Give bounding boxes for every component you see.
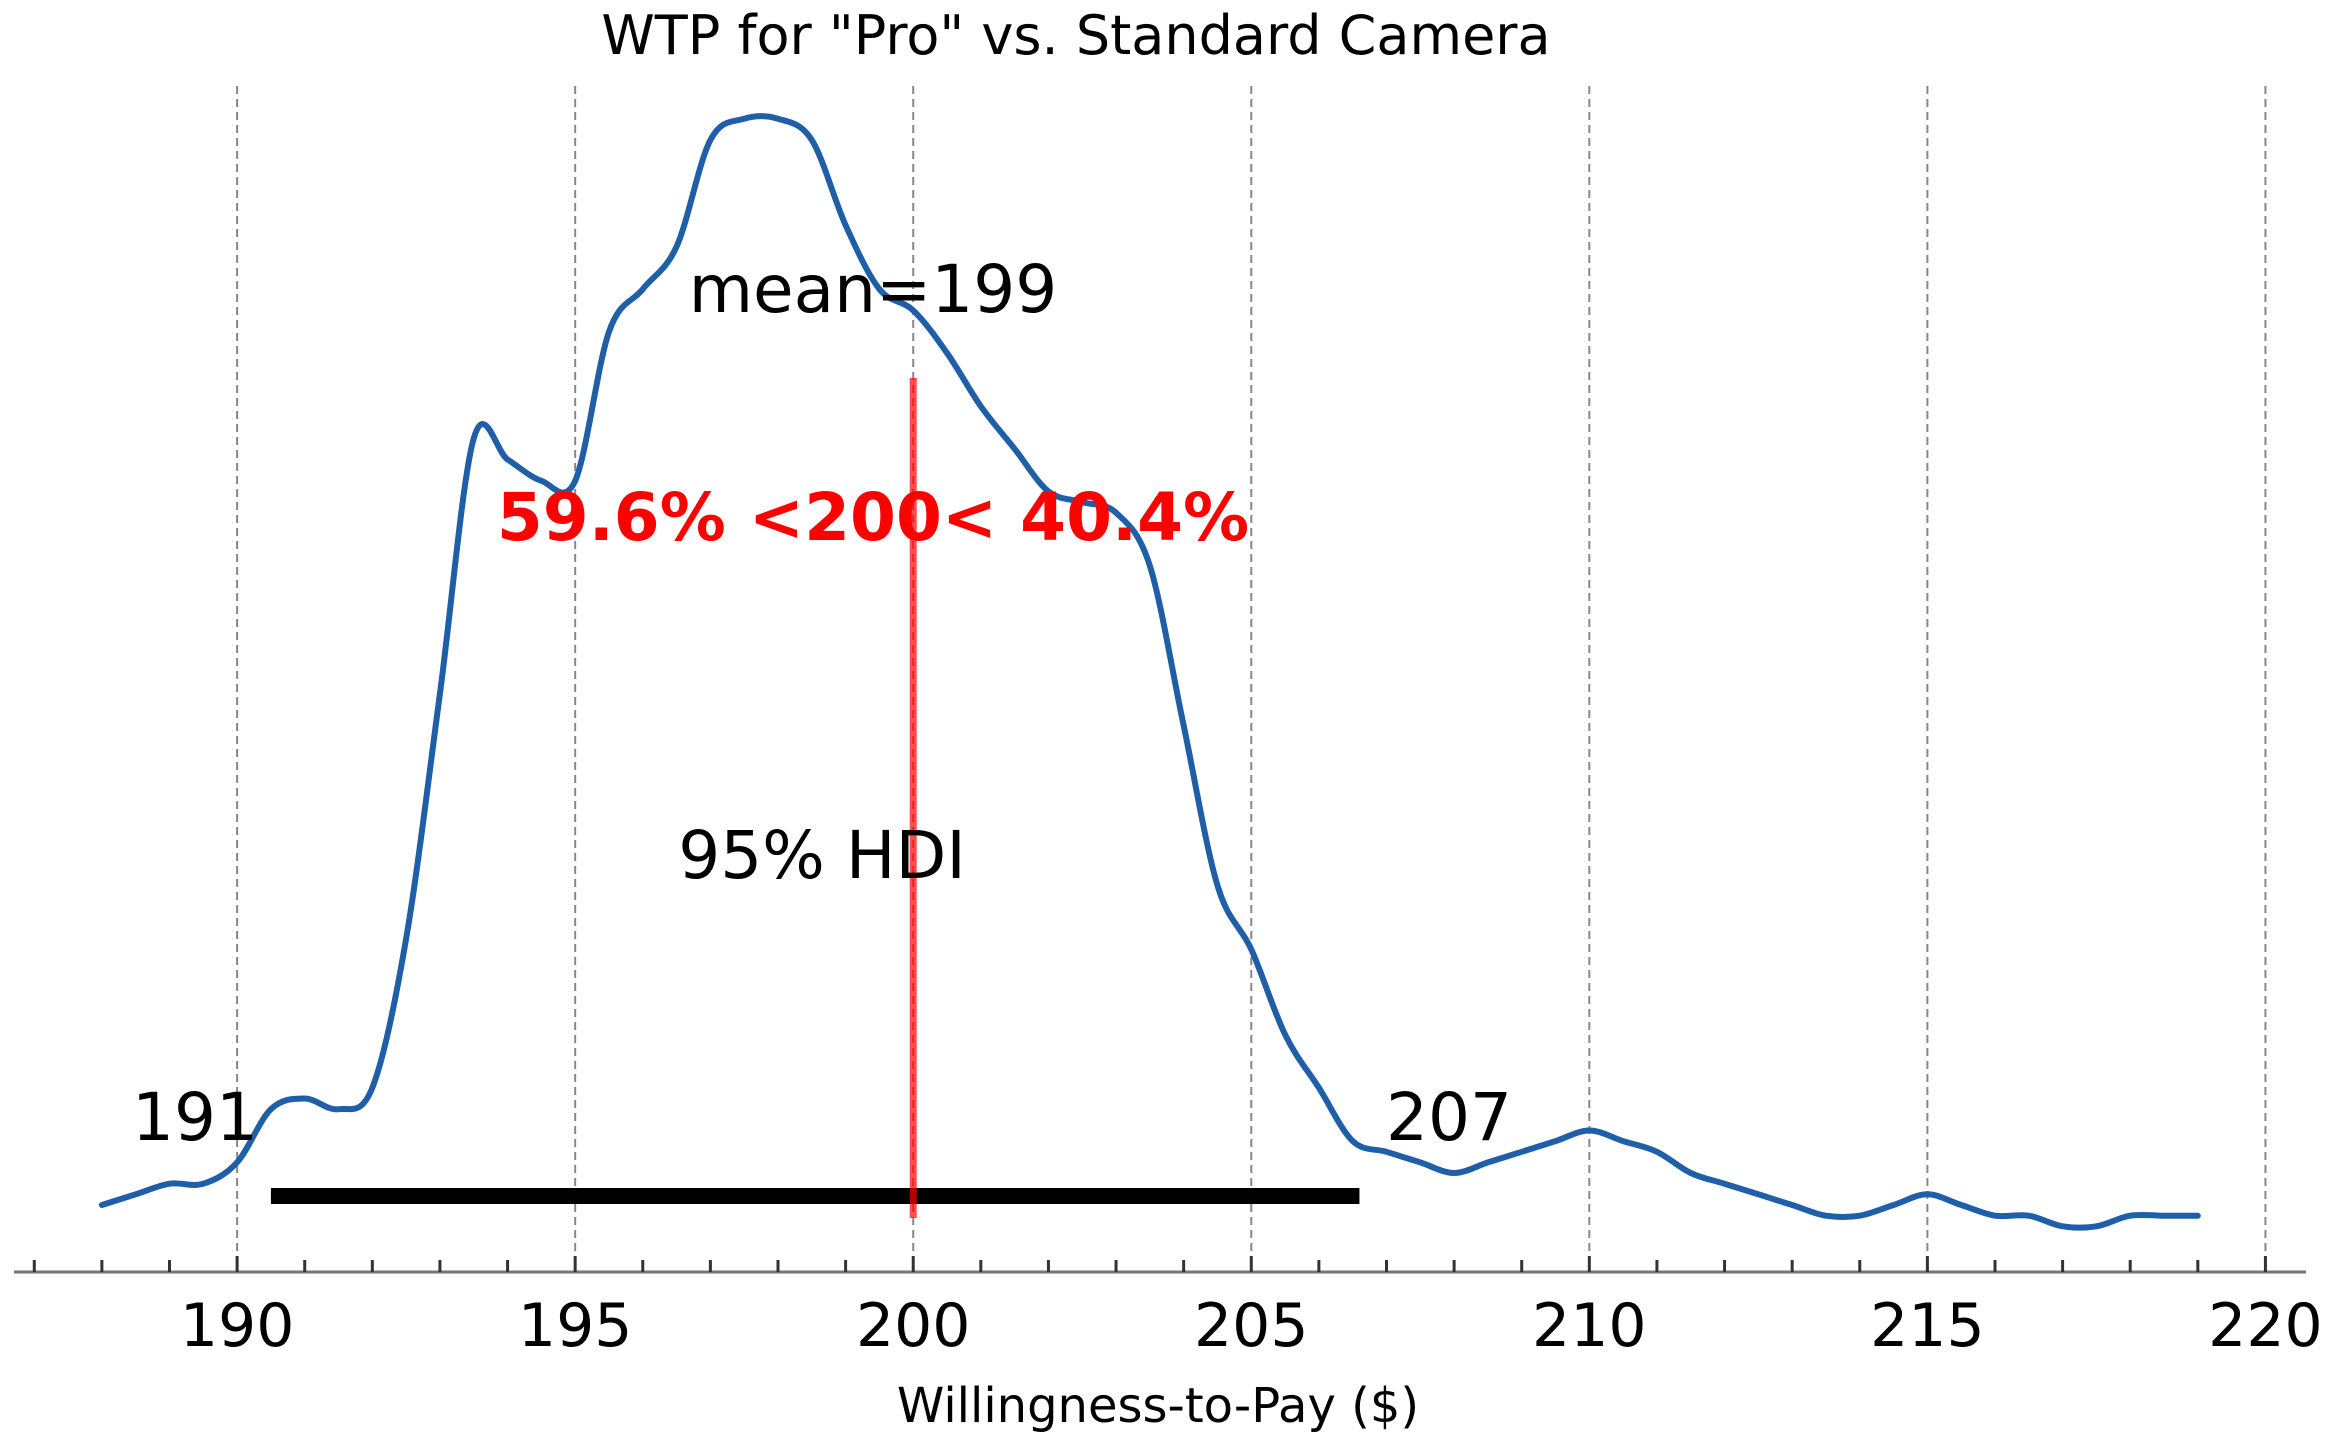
hdi-lower-label: 191	[132, 1079, 258, 1156]
x-tick-label-195: 195	[518, 1291, 633, 1361]
mean-label: mean=199	[689, 251, 1057, 328]
x-ticks: 190 195 200 205 210 215 220	[32, 1256, 2323, 1361]
reference-label: 59.6% <200< 40.4%	[497, 479, 1249, 556]
x-tick-label-190: 190	[180, 1291, 295, 1361]
density-line-0	[98, 113, 2201, 1231]
x-axis-label: Willingness-to-Pay ($)	[897, 1378, 1419, 1434]
x-tick-label-200: 200	[856, 1291, 971, 1361]
annotations: WTP for "Pro" vs. Standard Camera Willin…	[132, 4, 1551, 1434]
grid-lines	[236, 86, 2267, 1272]
x-tick-label-210: 210	[1532, 1291, 1647, 1361]
x-tick-label-220: 220	[2208, 1291, 2323, 1361]
x-tick-label-205: 205	[1194, 1291, 1309, 1361]
x-tick-label-215: 215	[1870, 1291, 1985, 1361]
hdi-upper-label: 207	[1386, 1079, 1512, 1156]
chart-title: WTP for "Pro" vs. Standard Camera	[601, 4, 1550, 67]
density-series	[98, 113, 2201, 1231]
hdi-label: 95% HDI	[678, 817, 966, 894]
